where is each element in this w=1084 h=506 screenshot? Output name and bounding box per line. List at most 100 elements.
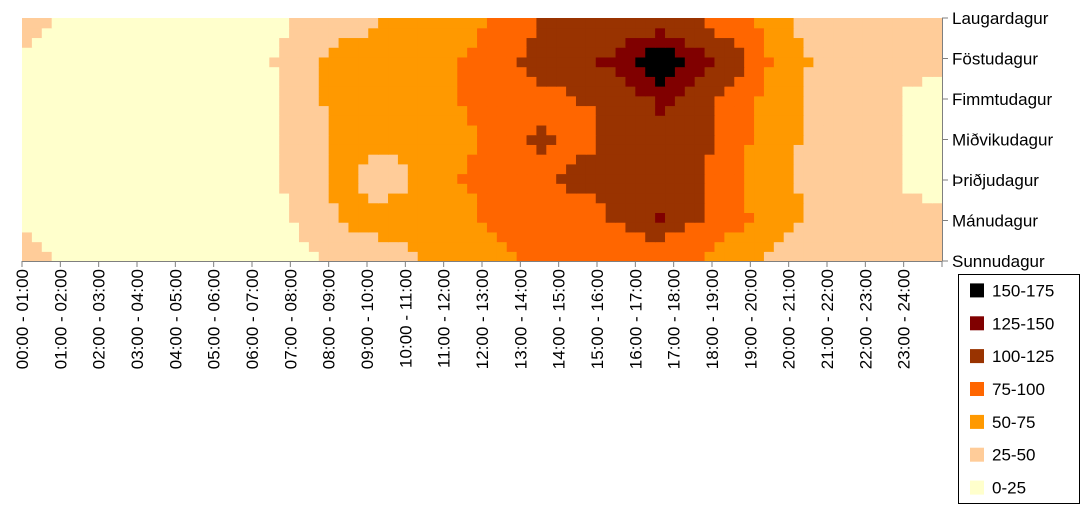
heat-cell (734, 173, 745, 184)
heat-cell (763, 144, 775, 155)
heat-cell (833, 115, 844, 126)
heat-cell (773, 202, 785, 213)
heat-cell (754, 251, 765, 262)
heat-cell (763, 56, 775, 68)
heat-cell (556, 154, 567, 165)
heat-cell (803, 251, 814, 262)
heat-cell (486, 56, 498, 68)
heat-cell (170, 95, 181, 107)
heat-cell (41, 222, 53, 233)
heat-cell (526, 183, 538, 194)
heat-cell (160, 105, 171, 116)
heat-cell (625, 222, 636, 233)
heat-cell (209, 241, 221, 252)
heat-cell (486, 105, 498, 116)
heat-cell (536, 27, 547, 39)
heat-cell (724, 231, 735, 243)
heat-cell (318, 154, 330, 165)
heat-cell (200, 173, 211, 184)
heat-cell (417, 115, 429, 126)
heat-cell (605, 163, 617, 175)
heat-cell (813, 192, 824, 204)
heat-cell (922, 105, 933, 116)
heat-cell (763, 18, 775, 29)
heat-cell (61, 222, 73, 233)
heat-cell (101, 222, 112, 233)
heat-cell (773, 241, 785, 252)
heat-cell (150, 27, 162, 39)
heat-cell (912, 95, 923, 107)
heat-cell (41, 241, 53, 252)
heat-cell (862, 18, 874, 29)
heat-cell (516, 76, 528, 87)
heat-cell (694, 212, 706, 223)
heat-cell (22, 173, 33, 184)
heat-cell (467, 192, 478, 204)
heat-cell (338, 95, 350, 107)
heat-cell (793, 105, 805, 116)
heat-cell (546, 124, 557, 136)
heat-cell (615, 173, 627, 184)
heat-cell (378, 222, 389, 233)
heat-cell (892, 163, 904, 175)
heat-cell (437, 173, 448, 184)
heat-cell (467, 56, 478, 68)
heat-cell (427, 115, 439, 126)
heat-cell (486, 27, 498, 39)
heat-cell (773, 56, 785, 68)
heat-cell (724, 115, 735, 126)
heat-cell (714, 124, 725, 136)
heat-cell (843, 183, 854, 194)
heat-cell (160, 144, 171, 155)
heat-cell (219, 163, 231, 175)
heat-cell (823, 173, 834, 184)
heat-cell (516, 134, 528, 145)
heat-cell (289, 95, 300, 107)
heat-cell (763, 27, 775, 39)
heat-cell (536, 192, 547, 204)
heat-cell (269, 47, 280, 58)
heat-cell (41, 192, 53, 204)
heat-cell (625, 18, 636, 29)
heat-cell (397, 86, 409, 97)
heat-cell (338, 202, 350, 213)
heat-cell (694, 115, 706, 126)
heat-cell (645, 144, 656, 155)
heat-cell (546, 163, 557, 175)
heat-cell (249, 115, 261, 126)
heat-cell (81, 144, 92, 155)
heat-cell (803, 144, 814, 155)
heat-cell (556, 56, 567, 68)
y-tick-label: Þriðjudagur (952, 171, 1039, 190)
heat-cell (467, 124, 478, 136)
heat-cell (803, 212, 814, 223)
heat-cell (447, 231, 458, 243)
x-tick-label: 14:00 - 15:00 (550, 269, 569, 369)
heat-cell (506, 212, 518, 223)
heat-cell (674, 192, 686, 204)
heat-cell (477, 192, 488, 204)
heat-cell (81, 37, 92, 48)
heat-cell (150, 231, 162, 243)
heat-cell (506, 18, 518, 29)
heat-cell (793, 222, 805, 233)
heat-cell (496, 76, 508, 87)
heat-cell (546, 76, 557, 87)
heat-cell (180, 56, 191, 68)
heat-cell (783, 18, 795, 29)
heat-cell (190, 192, 201, 204)
heat-cell (516, 66, 528, 77)
heat-cell (81, 115, 92, 126)
heat-cell (526, 105, 538, 116)
heat-cell (773, 163, 785, 175)
heat-cell (833, 154, 844, 165)
heat-cell (486, 192, 498, 204)
heat-cell (744, 183, 755, 194)
heat-cell (190, 86, 201, 97)
heat-cell (575, 183, 587, 194)
heat-cell (852, 154, 864, 165)
heat-cell (665, 241, 676, 252)
heat-cell (338, 192, 350, 204)
heat-cell (605, 222, 617, 233)
heat-cell (575, 163, 587, 175)
